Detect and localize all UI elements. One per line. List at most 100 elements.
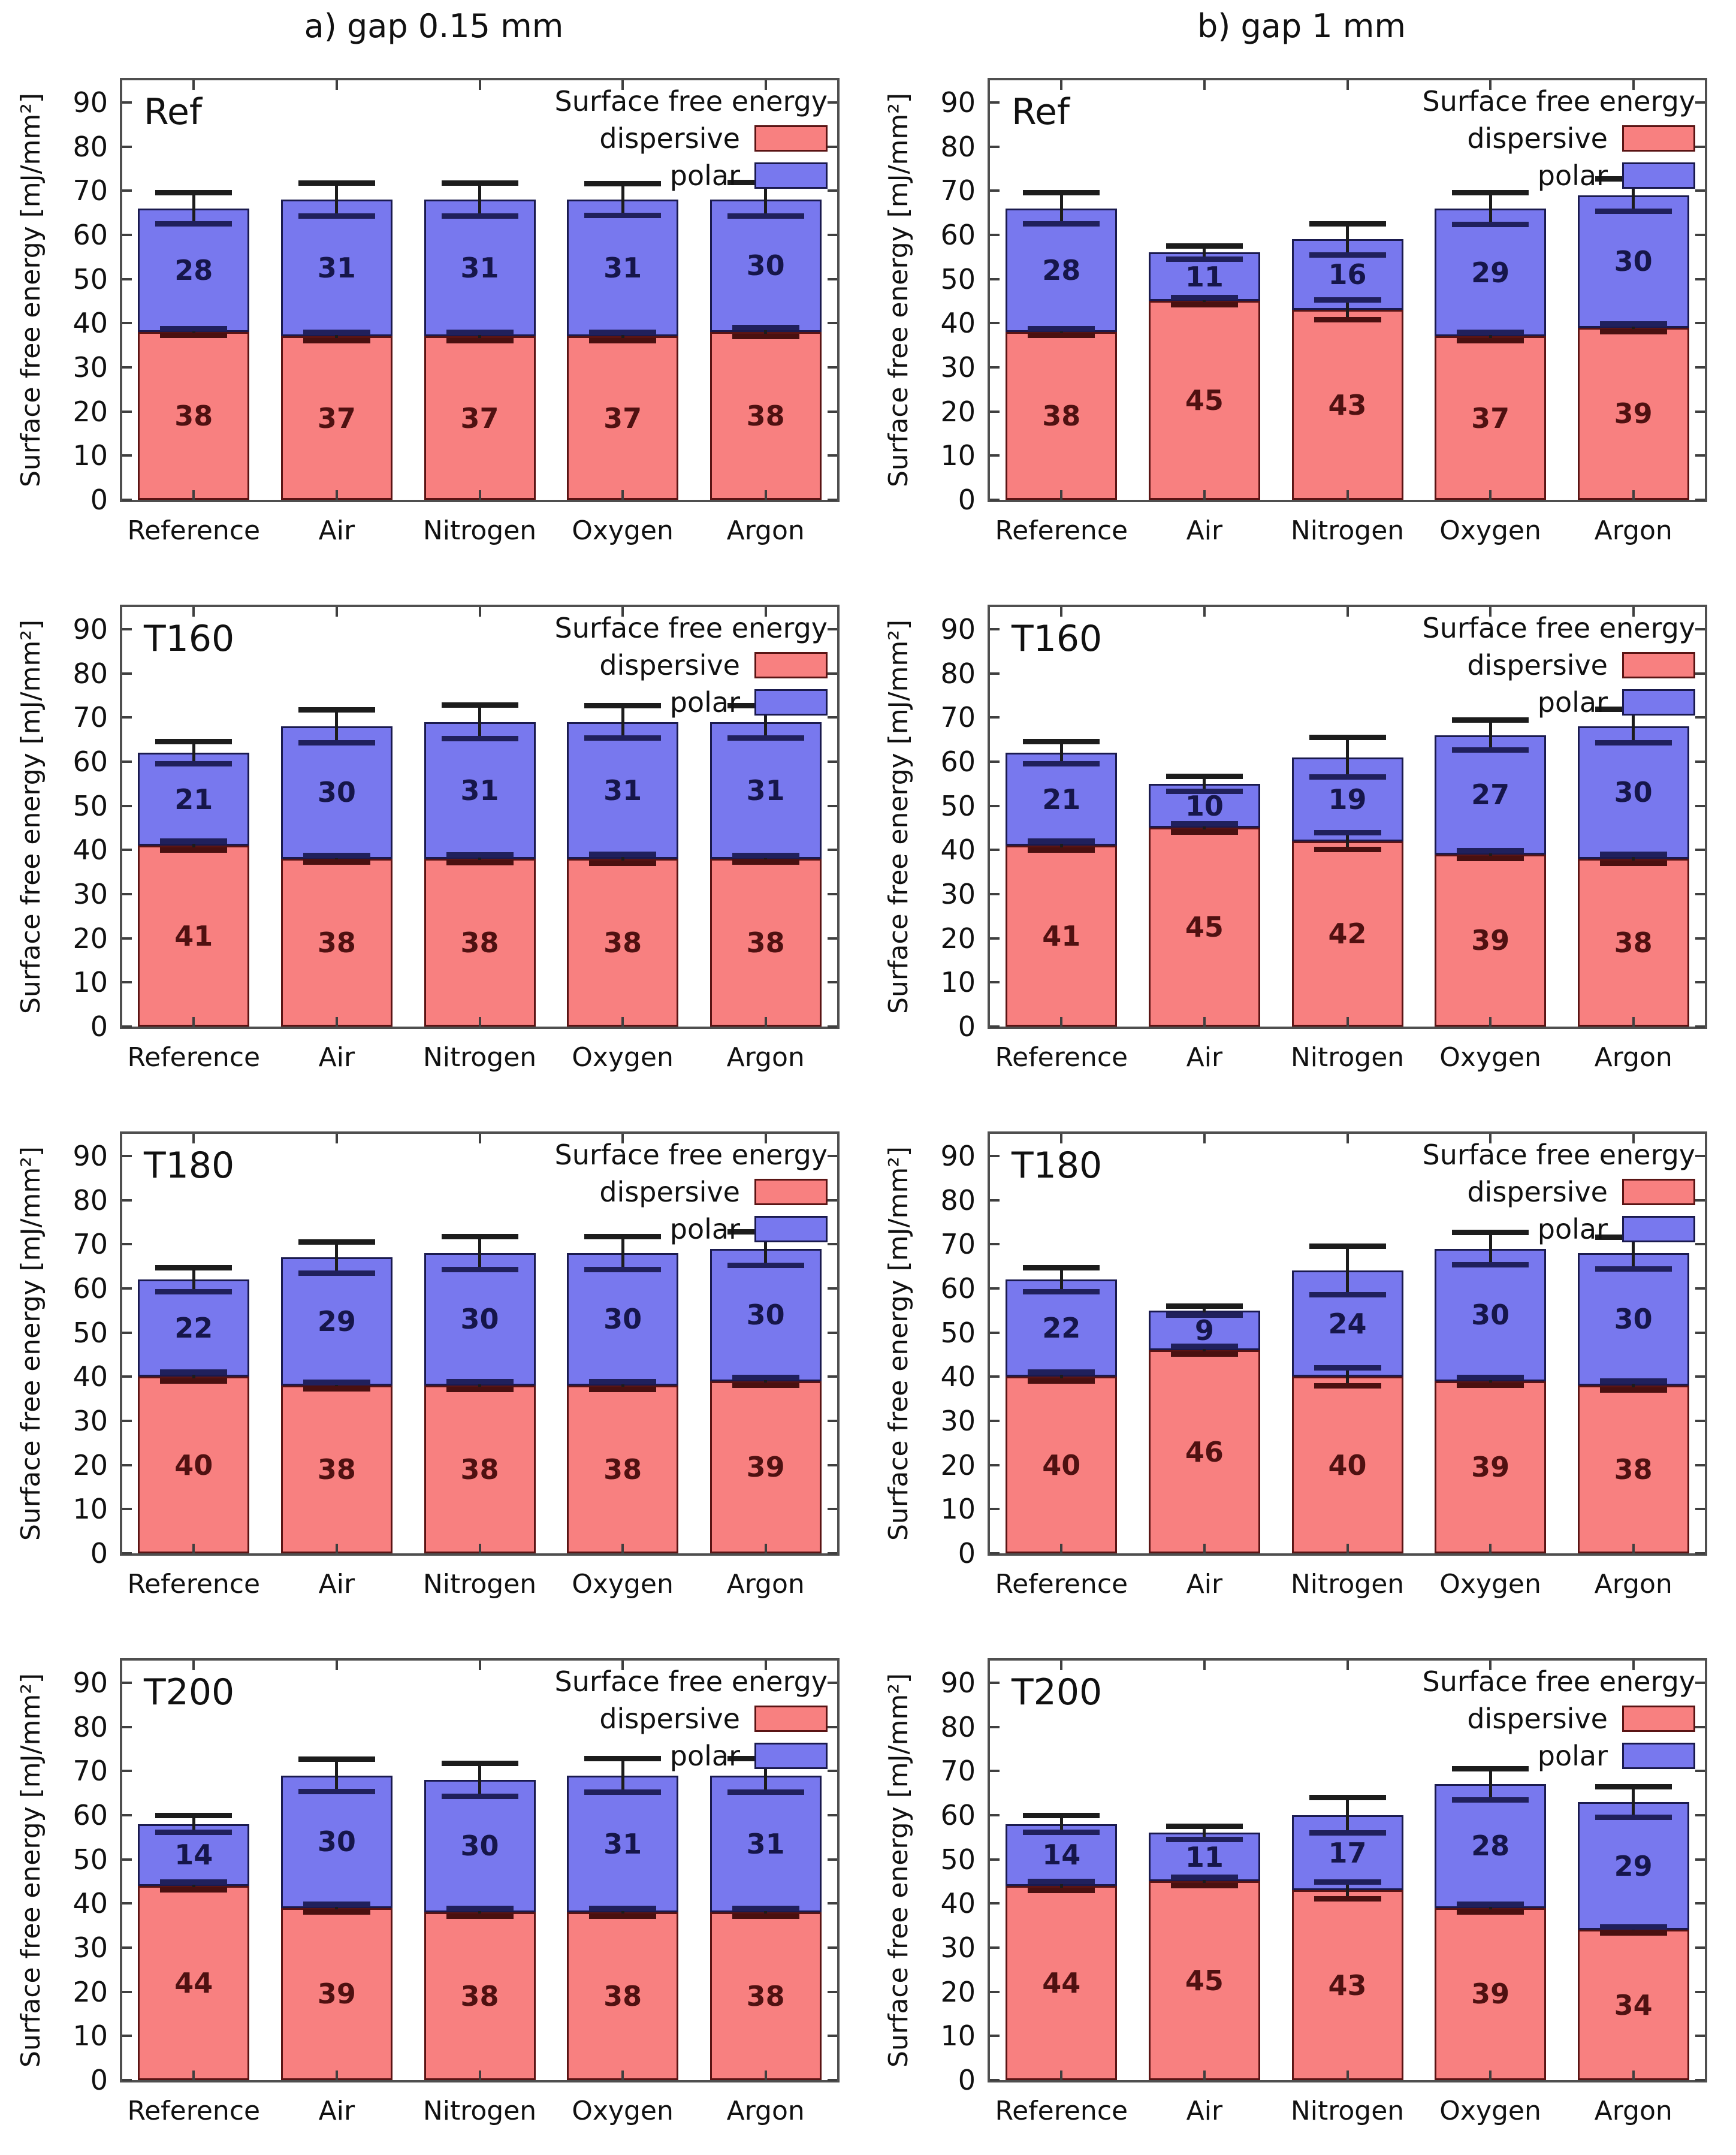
y-tick-left [990,1331,1000,1334]
error-bar-dispersive-cap-top [1314,830,1381,836]
x-tick-bottom [1346,2071,1349,2080]
x-tick-top [192,1134,195,1143]
x-tick-top [621,1134,624,1143]
y-tick-label: 30 [73,1404,108,1437]
y-tick-left [122,1331,132,1334]
error-bar-dispersive-cap-bottom [589,1913,657,1919]
x-tick-bottom [621,1544,624,1553]
y-tick-left [122,366,132,369]
y-tick-left [990,233,1000,236]
y-tick-label: 90 [73,1666,108,1699]
y-tick-label: 70 [940,701,976,734]
y-tick-label: 10 [940,439,976,472]
x-tick-bottom [192,490,195,500]
x-category-label: Reference [127,1042,261,1073]
y-tick-left [122,981,132,984]
y-tick-left [990,145,1000,148]
y-tick-label: 50 [940,1316,976,1349]
error-bar-total-cap-bottom [298,213,375,219]
treatment-label: Ref [1012,91,1070,133]
y-tick-right [1695,499,1705,501]
y-tick-left [122,1025,132,1028]
error-bar-dispersive-cap-top [303,852,370,858]
bar-value-polar: 31 [603,774,642,807]
error-bar-dispersive-whisker [192,1372,195,1381]
error-bar-dispersive-cap-top [1599,852,1667,858]
y-tick-left [122,189,132,192]
error-bar-dispersive-cap-bottom [732,1913,799,1919]
error-bar-dispersive-cap-bottom [1599,1387,1667,1393]
error-bar-total-whisker [1203,776,1206,792]
y-tick-left [122,1770,132,1773]
y-tick-label: 0 [958,484,976,516]
bar-dispersive-segment [1435,1381,1547,1553]
treatment-label: Ref [144,91,203,133]
x-category-label: Reference [995,1042,1128,1073]
error-bar-total-cap-bottom [1595,740,1672,746]
error-bar-total-cap-bottom [155,1288,233,1294]
y-tick-right [828,1419,837,1422]
bar-dispersive-segment [567,1386,679,1553]
y-tick-label: 80 [73,130,108,163]
error-bar-dispersive-cap-top [446,1378,514,1384]
y-tick-label: 10 [73,1493,108,1526]
bar-value-dispersive: 40 [1328,1448,1367,1481]
legend-swatch-dispersive [754,1706,828,1732]
error-bar-total-cap-bottom [441,213,518,219]
y-tick-label: 40 [73,1360,108,1393]
error-bar-dispersive-cap-top [446,1905,514,1911]
y-tick-left [122,1287,132,1290]
y-tick-left [990,849,1000,852]
y-tick-right [1695,2079,1705,2081]
error-bar-total-whisker [1346,1246,1349,1295]
error-bar-total-cap-bottom [441,1793,518,1799]
legend-entry-label: polar [1537,159,1608,192]
error-bar-dispersive-whisker [335,1382,339,1389]
error-bar-total-whisker [1489,720,1492,750]
bar-value-polar: 10 [1185,789,1224,822]
chart-panel-b-t160: Surface free energy [mJ/mm²] T160 Surface … [868,575,1736,1101]
legend-entry-label: dispersive [1467,1176,1608,1208]
error-bar-dispersive-whisker [621,854,624,864]
y-tick-label: 60 [940,1272,976,1305]
y-tick-right [828,1725,837,1728]
y-tick-left [990,760,1000,763]
error-bar-dispersive-cap-bottom [446,338,514,344]
y-tick-left [122,499,132,501]
x-tick-top [335,1134,338,1143]
y-tick-label: 50 [940,1843,976,1876]
error-bar-total-cap-top [1309,1243,1386,1249]
y-tick-label: 40 [940,1887,976,1920]
error-bar-total-cap-bottom [727,213,804,219]
y-tick-right [828,1813,837,1816]
y-tick-left [990,1199,1000,1202]
error-bar-total-whisker [621,183,624,216]
y-tick-label: 80 [73,1710,108,1743]
y-tick-right [828,760,837,763]
bar-value-polar: 30 [1614,776,1653,809]
legend-entry-label: dispersive [599,1703,740,1735]
bar-value-polar: 30 [1471,1299,1510,1332]
bar-value-dispersive: 46 [1185,1435,1224,1468]
error-bar-dispersive-cap-bottom [1314,1383,1381,1389]
error-bar-dispersive-whisker [1489,850,1492,859]
error-bar-total-cap-bottom [441,1266,518,1272]
error-bar-dispersive-whisker [764,1908,768,1916]
x-tick-top [1203,80,1206,90]
y-tick-right [1695,804,1705,807]
plot-area: T160 Surface free energy dispersive polar 41… [988,605,1707,1029]
error-bar-total-whisker [621,705,624,738]
legend-entry-polar: polar [1538,159,1695,192]
bar-polar-segment [1435,208,1547,337]
bar-value-dispersive: 39 [1471,1978,1510,2011]
y-tick-label: 20 [73,395,108,428]
x-category-label: Argon [726,1569,805,1599]
x-category-label: Air [318,515,355,546]
error-bar-dispersive-whisker [764,855,768,862]
error-bar-dispersive-whisker [1346,1882,1349,1899]
y-tick-right [1695,760,1705,763]
plot-area: T200 Surface free energy dispersive polar 44… [120,1658,840,2082]
y-tick-left [122,1858,132,1861]
y-tick-label: 50 [940,262,976,295]
bar-polar-segment [1291,1815,1403,1891]
